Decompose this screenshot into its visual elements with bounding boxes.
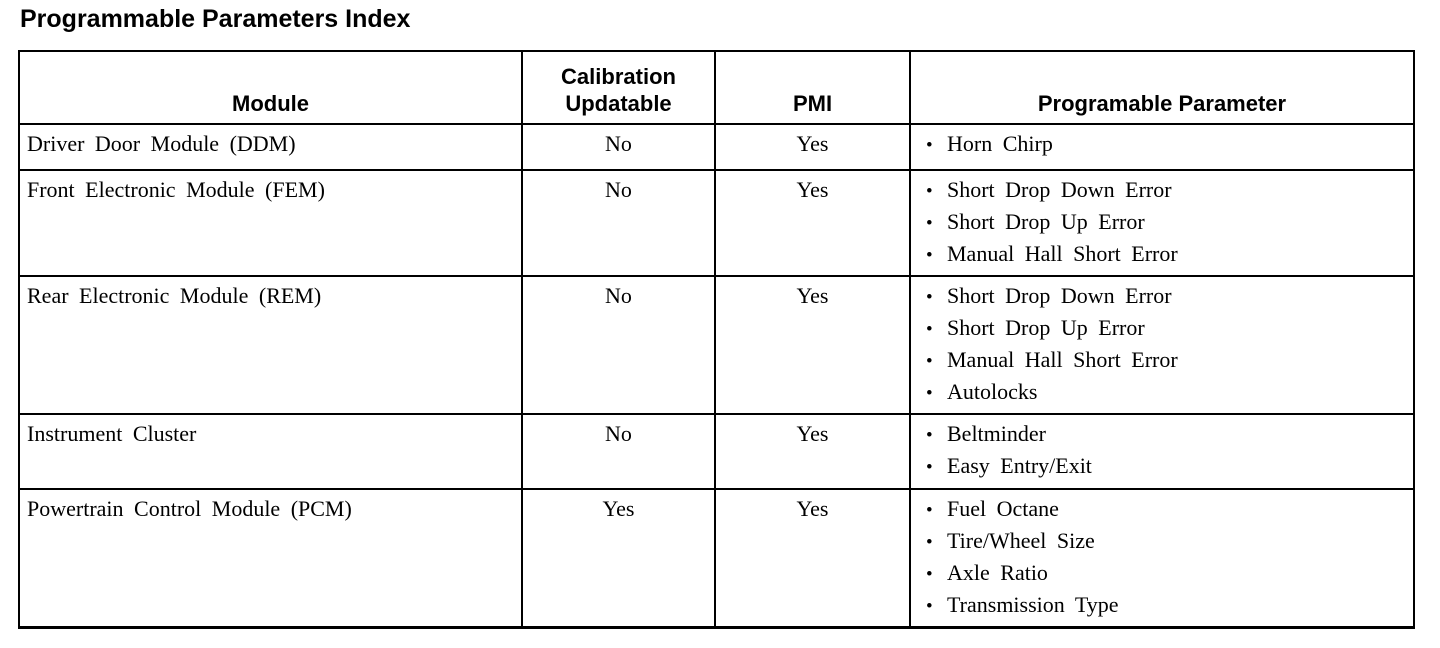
pmi-cell: Yes: [714, 123, 911, 171]
bullet-icon: •: [926, 596, 933, 617]
bullet-icon: •: [926, 500, 933, 521]
bullet-icon: •: [926, 351, 933, 372]
parameter-item: • Fuel Octane: [926, 494, 1405, 526]
parameter-label: Beltminder: [947, 421, 1046, 446]
calibration-updatable-cell: No: [521, 169, 716, 277]
parameters-cell: • Short Drop Down Error • Short Drop Up Err…: [909, 169, 1415, 277]
bullet-icon: •: [926, 287, 933, 308]
bullet-icon: •: [926, 457, 933, 478]
calibration-updatable-cell: Yes: [521, 488, 716, 629]
parameter-label: Easy Entry/Exit: [947, 453, 1092, 478]
bullet-icon: •: [926, 564, 933, 585]
parameter-label: Axle Ratio: [947, 560, 1048, 585]
parameter-item: • Short Drop Down Error: [926, 281, 1405, 313]
parameter-item: • Short Drop Down Error: [926, 175, 1405, 207]
bullet-icon: •: [926, 181, 933, 202]
parameters-cell: • Short Drop Down Error • Short Drop Up Err…: [909, 275, 1415, 415]
table-row: Driver Door Module (DDM) No Yes • Horn Chirp: [18, 123, 1415, 171]
pmi-cell: Yes: [714, 413, 911, 490]
parameter-item: • Horn Chirp: [926, 129, 1405, 161]
table-row: Powertrain Control Module (PCM) Yes Yes • Fu…: [18, 488, 1415, 629]
module-cell: Rear Electronic Module (REM): [18, 275, 523, 415]
parameters-cell: • Fuel Octane • Tire/Wheel Size • Axle Ratio •…: [909, 488, 1415, 629]
column-header-module: Module: [18, 50, 523, 125]
parameter-label: Manual Hall Short Error: [947, 347, 1178, 372]
parameter-label: Autolocks: [947, 379, 1038, 404]
parameter-label: Horn Chirp: [947, 131, 1053, 156]
bullet-icon: •: [926, 532, 933, 553]
module-cell: Front Electronic Module (FEM): [18, 169, 523, 277]
module-cell: Powertrain Control Module (PCM): [18, 488, 523, 629]
parameter-label: Short Drop Up Error: [947, 209, 1145, 234]
module-cell: Driver Door Module (DDM): [18, 123, 523, 171]
parameter-item: • Beltminder: [926, 419, 1405, 451]
page-title: Programmable Parameters Index: [20, 5, 411, 33]
column-header-calibration-updatable: Calibration Updatable: [521, 50, 716, 125]
programmable-parameters-table: Module Calibration Updatable PMI Program…: [18, 50, 1415, 629]
pmi-cell: Yes: [714, 275, 911, 415]
bullet-icon: •: [926, 213, 933, 234]
table-row: Instrument Cluster No Yes • Beltminder • Easy …: [18, 413, 1415, 490]
bullet-icon: •: [926, 245, 933, 266]
bullet-icon: •: [926, 383, 933, 404]
parameter-item: • Autolocks: [926, 377, 1405, 409]
parameter-item: • Manual Hall Short Error: [926, 239, 1405, 271]
column-header-programable-parameter: Programable Parameter: [909, 50, 1415, 125]
pmi-cell: Yes: [714, 488, 911, 629]
parameters-cell: • Beltminder • Easy Entry/Exit: [909, 413, 1415, 490]
parameter-item: • Easy Entry/Exit: [926, 451, 1405, 483]
parameter-item: • Tire/Wheel Size: [926, 526, 1405, 558]
module-cell: Instrument Cluster: [18, 413, 523, 490]
calibration-updatable-cell: No: [521, 275, 716, 415]
table-header-row: Module Calibration Updatable PMI Program…: [18, 50, 1415, 125]
parameter-item: • Manual Hall Short Error: [926, 345, 1405, 377]
parameter-item: • Short Drop Up Error: [926, 313, 1405, 345]
parameter-label: Short Drop Down Error: [947, 283, 1172, 308]
parameter-label: Fuel Octane: [947, 496, 1059, 521]
parameter-label: Short Drop Up Error: [947, 315, 1145, 340]
parameter-label: Tire/Wheel Size: [947, 528, 1095, 553]
table-row: Front Electronic Module (FEM) No Yes • Short…: [18, 169, 1415, 277]
calibration-updatable-cell: No: [521, 123, 716, 171]
parameter-item: • Axle Ratio: [926, 558, 1405, 590]
parameter-item: • Short Drop Up Error: [926, 207, 1405, 239]
parameter-item: • Transmission Type: [926, 590, 1405, 622]
bullet-icon: •: [926, 135, 933, 156]
parameter-label: Manual Hall Short Error: [947, 241, 1178, 266]
parameters-cell: • Horn Chirp: [909, 123, 1415, 171]
parameter-label: Short Drop Down Error: [947, 177, 1172, 202]
column-header-pmi: PMI: [714, 50, 911, 125]
bullet-icon: •: [926, 425, 933, 446]
pmi-cell: Yes: [714, 169, 911, 277]
bullet-icon: •: [926, 319, 933, 340]
table-row: Rear Electronic Module (REM) No Yes • Short …: [18, 275, 1415, 415]
parameter-label: Transmission Type: [947, 592, 1119, 617]
calibration-updatable-cell: No: [521, 413, 716, 490]
